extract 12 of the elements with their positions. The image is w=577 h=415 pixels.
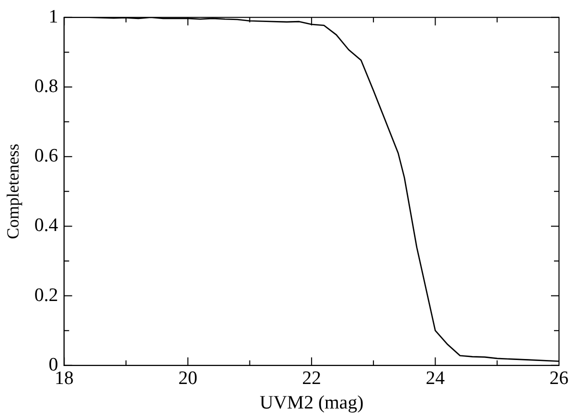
x-axis-title: UVM2 (mag) <box>260 392 364 414</box>
x-tick-label: 26 <box>550 368 568 389</box>
y-tick-label: 0.6 <box>34 146 58 167</box>
y-tick-label: 0 <box>48 354 58 376</box>
y-tick-label: 0.4 <box>34 215 59 236</box>
y-axis-title: Completeness <box>4 144 23 240</box>
y-tick-label: 0.8 <box>34 76 58 97</box>
x-tick-label: 22 <box>302 368 322 389</box>
y-tick-label: 1 <box>48 6 58 28</box>
x-tick-label: 20 <box>178 368 198 389</box>
y-tick-label: 0.2 <box>34 284 58 306</box>
x-tick-label: 24 <box>426 368 446 389</box>
